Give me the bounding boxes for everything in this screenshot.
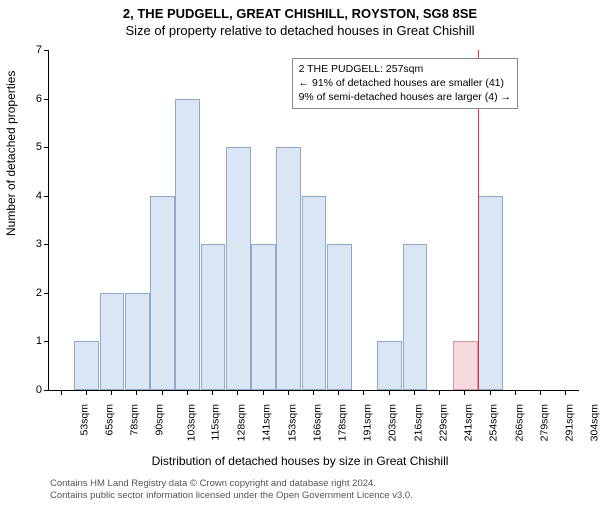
y-tick-mark xyxy=(44,99,49,100)
x-tick-label: 153sqm xyxy=(286,404,298,441)
histogram-bar xyxy=(403,244,428,390)
x-tick-mark xyxy=(61,390,62,395)
x-tick-mark xyxy=(187,390,188,395)
chart-title-address: 2, THE PUDGELL, GREAT CHISHILL, ROYSTON,… xyxy=(0,6,600,21)
x-tick-label: 141sqm xyxy=(261,404,273,441)
attribution-footer: Contains HM Land Registry data © Crown c… xyxy=(50,478,590,502)
histogram-bar xyxy=(377,341,402,390)
histogram-bar xyxy=(125,293,150,390)
histogram-bar xyxy=(251,244,276,390)
x-tick-mark xyxy=(162,390,163,395)
chart-title-sub: Size of property relative to detached ho… xyxy=(0,23,600,38)
x-tick-label: 166sqm xyxy=(311,404,323,441)
x-tick-mark xyxy=(464,390,465,395)
x-tick-label: 115sqm xyxy=(209,404,221,441)
x-tick-label: 279sqm xyxy=(538,404,550,441)
x-tick-mark xyxy=(389,390,390,395)
x-tick-mark xyxy=(212,390,213,395)
x-tick-mark xyxy=(565,390,566,395)
legend-box: 2 THE PUDGELL: 257sqm ← 91% of detached … xyxy=(292,58,518,109)
x-tick-label: 128sqm xyxy=(235,404,247,441)
x-tick-label: 103sqm xyxy=(185,404,197,441)
y-tick-mark xyxy=(44,147,49,148)
legend-line-smaller: ← 91% of detached houses are smaller (41… xyxy=(299,76,511,90)
histogram-bar xyxy=(276,147,301,390)
x-tick-label: 90sqm xyxy=(154,404,166,436)
y-tick-label: 6 xyxy=(22,93,42,105)
x-tick-label: 216sqm xyxy=(412,404,424,441)
y-tick-mark xyxy=(44,293,49,294)
histogram-bar xyxy=(175,99,200,390)
x-tick-mark xyxy=(540,390,541,395)
y-tick-mark xyxy=(44,196,49,197)
histogram-bar xyxy=(201,244,226,390)
histogram-bar xyxy=(302,196,327,390)
histogram-bar xyxy=(100,293,125,390)
x-tick-mark xyxy=(363,390,364,395)
x-tick-label: 203sqm xyxy=(387,404,399,441)
histogram-bar xyxy=(327,244,352,390)
y-tick-label: 3 xyxy=(22,238,42,250)
x-tick-mark xyxy=(111,390,112,395)
x-tick-label: 53sqm xyxy=(78,404,90,436)
histogram-bar xyxy=(226,147,251,390)
y-tick-label: 1 xyxy=(22,335,42,347)
x-tick-mark xyxy=(414,390,415,395)
x-tick-mark xyxy=(515,390,516,395)
x-tick-label: 241sqm xyxy=(463,404,475,441)
histogram-bar xyxy=(74,341,99,390)
y-tick-mark xyxy=(44,341,49,342)
y-tick-label: 4 xyxy=(22,190,42,202)
x-tick-mark xyxy=(338,390,339,395)
x-tick-label: 229sqm xyxy=(437,404,449,441)
histogram-bar xyxy=(150,196,175,390)
footer-line-2: Contains public sector information licen… xyxy=(50,490,590,502)
x-tick-label: 178sqm xyxy=(336,404,348,441)
x-tick-mark xyxy=(263,390,264,395)
histogram-bar xyxy=(478,196,503,390)
x-tick-mark xyxy=(490,390,491,395)
x-tick-label: 191sqm xyxy=(362,404,374,441)
histogram-bar xyxy=(453,341,478,390)
y-tick-mark xyxy=(44,244,49,245)
y-tick-mark xyxy=(44,50,49,51)
y-tick-label: 7 xyxy=(22,44,42,56)
legend-line-subject: 2 THE PUDGELL: 257sqm xyxy=(299,62,511,76)
y-tick-mark xyxy=(44,390,49,391)
x-tick-label: 291sqm xyxy=(564,404,576,441)
x-tick-label: 254sqm xyxy=(488,404,500,441)
x-axis-label: Distribution of detached houses by size … xyxy=(0,454,600,468)
legend-line-larger: 9% of semi-detached houses are larger (4… xyxy=(299,90,511,104)
y-tick-label: 0 xyxy=(22,384,42,396)
x-tick-mark xyxy=(136,390,137,395)
x-tick-mark xyxy=(439,390,440,395)
footer-line-1: Contains HM Land Registry data © Crown c… xyxy=(50,478,590,490)
y-tick-label: 2 xyxy=(22,287,42,299)
chart-area: 2 THE PUDGELL: 257sqm ← 91% of detached … xyxy=(48,50,578,438)
x-tick-label: 304sqm xyxy=(589,404,600,441)
x-tick-mark xyxy=(86,390,87,395)
x-tick-label: 266sqm xyxy=(513,404,525,441)
x-tick-label: 65sqm xyxy=(103,404,115,436)
x-tick-mark xyxy=(237,390,238,395)
x-tick-mark xyxy=(313,390,314,395)
x-tick-label: 78sqm xyxy=(129,404,141,436)
x-tick-mark xyxy=(288,390,289,395)
y-tick-label: 5 xyxy=(22,141,42,153)
y-axis-label: Number of detached properties xyxy=(4,71,18,236)
